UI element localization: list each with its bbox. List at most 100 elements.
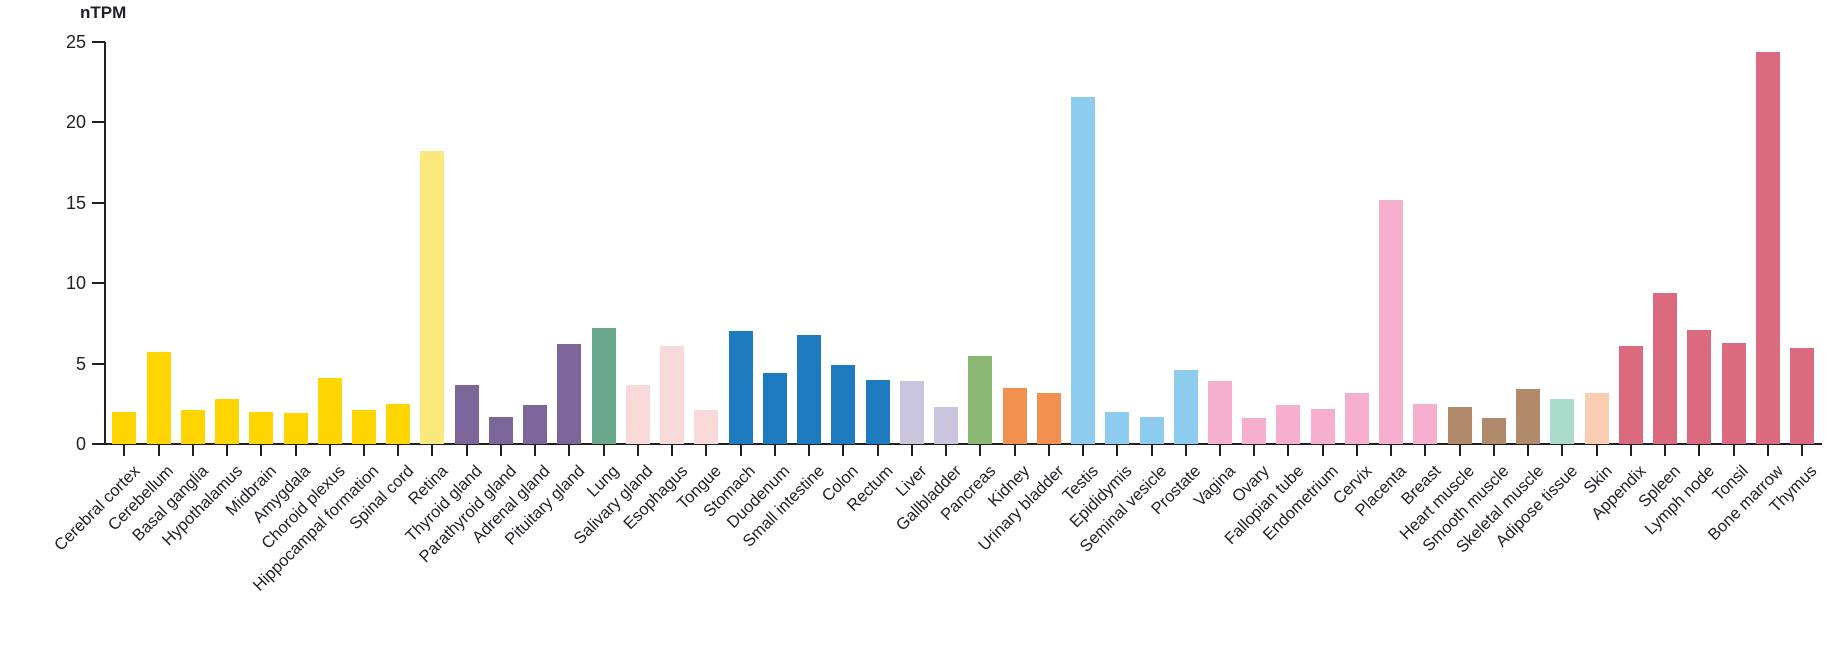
bar-salivary-gland[interactable]	[625, 384, 650, 444]
bar-hypothalamus[interactable]	[215, 398, 240, 444]
x-tick	[705, 445, 708, 456]
bar-cerebellum[interactable]	[146, 352, 171, 444]
bar-fallopian-tube[interactable]	[1276, 405, 1301, 444]
y-tick-label-15: 15	[65, 192, 86, 213]
bar-breast[interactable]	[1413, 403, 1438, 444]
y-tick	[92, 282, 105, 285]
x-tick	[568, 445, 571, 456]
bar-cervix[interactable]	[1344, 392, 1369, 444]
bar-kidney[interactable]	[1002, 387, 1027, 444]
bar-appendix[interactable]	[1618, 345, 1643, 444]
y-tick	[92, 443, 105, 445]
bar-lymph-node[interactable]	[1687, 329, 1712, 444]
x-tick	[1150, 445, 1153, 456]
x-tick	[260, 445, 263, 456]
y-tick-label-25: 25	[65, 32, 86, 52]
x-tick	[294, 445, 297, 456]
bar-colon[interactable]	[831, 365, 856, 444]
bar-ovary[interactable]	[1242, 418, 1267, 444]
x-tick	[1766, 445, 1769, 456]
bar-testis[interactable]	[1071, 96, 1096, 444]
bar-midbrain[interactable]	[249, 411, 274, 444]
x-tick	[328, 445, 331, 456]
bar-duodenum[interactable]	[762, 373, 787, 444]
x-tick	[362, 445, 365, 456]
x-tick	[1801, 445, 1804, 456]
x-tick	[431, 445, 434, 456]
x-tick	[876, 445, 879, 456]
x-tick	[1047, 445, 1050, 456]
bar-thyroid-gland[interactable]	[454, 384, 479, 444]
bar-adipose-tissue[interactable]	[1550, 398, 1575, 444]
bar-gallbladder[interactable]	[934, 407, 959, 444]
bar-prostate[interactable]	[1173, 370, 1198, 444]
x-tick	[157, 445, 160, 456]
x-tick	[910, 445, 913, 456]
x-tick	[602, 445, 605, 456]
y-axis-title: nTPM	[80, 3, 127, 22]
bar-heart-muscle[interactable]	[1447, 407, 1472, 444]
bar-epididymis[interactable]	[1105, 411, 1130, 444]
x-tick	[979, 445, 982, 456]
y-tick	[92, 41, 105, 43]
bar-small-intestine[interactable]	[797, 334, 822, 444]
x-tick	[465, 445, 468, 456]
x-tick	[1527, 445, 1530, 456]
y-tick-label-0: 0	[75, 434, 86, 454]
bar-cerebral-cortex[interactable]	[112, 411, 137, 444]
bar-stomach[interactable]	[728, 331, 753, 444]
x-tick	[1082, 445, 1085, 456]
bar-bone-marrow[interactable]	[1755, 51, 1780, 444]
x-tick	[773, 445, 776, 456]
x-tick	[1458, 445, 1461, 456]
bar-spinal-cord[interactable]	[386, 403, 411, 444]
x-tick	[1321, 445, 1324, 456]
y-tick	[92, 121, 105, 124]
bar-adrenal-gland[interactable]	[523, 405, 548, 444]
bar-thymus[interactable]	[1790, 347, 1815, 444]
bar-esophagus[interactable]	[660, 345, 685, 444]
x-tick	[945, 445, 948, 456]
bar-retina[interactable]	[420, 151, 445, 444]
x-tick	[1698, 445, 1701, 456]
y-tick	[92, 201, 105, 204]
bar-parathyroid-gland[interactable]	[488, 416, 513, 444]
x-tick	[123, 445, 126, 456]
y-tick	[92, 362, 105, 365]
x-tick	[226, 445, 229, 456]
bar-hippocampal-formation[interactable]	[351, 410, 376, 444]
bar-skeletal-muscle[interactable]	[1516, 389, 1541, 444]
bar-amygdala[interactable]	[283, 413, 308, 444]
bar-smooth-muscle[interactable]	[1481, 418, 1506, 444]
bar-liver[interactable]	[899, 381, 924, 444]
bar-spleen[interactable]	[1653, 292, 1678, 444]
x-tick	[1355, 445, 1358, 456]
bar-endometrium[interactable]	[1310, 408, 1335, 444]
bar-tonsil[interactable]	[1721, 342, 1746, 444]
bar-seminal-vesicle[interactable]	[1139, 416, 1164, 444]
bar-placenta[interactable]	[1379, 199, 1404, 444]
x-tick	[1116, 445, 1119, 456]
bar-rectum[interactable]	[865, 379, 890, 444]
bar-pancreas[interactable]	[968, 355, 993, 444]
bar-pituitary-gland[interactable]	[557, 344, 582, 444]
bar-tongue[interactable]	[694, 410, 719, 444]
x-tick	[808, 445, 811, 456]
x-tick	[1492, 445, 1495, 456]
x-tick	[842, 445, 845, 456]
bar-urinary-bladder[interactable]	[1036, 392, 1061, 444]
bar-lung[interactable]	[591, 328, 616, 444]
x-tick	[1629, 445, 1632, 456]
x-tick	[1424, 445, 1427, 456]
x-tick	[499, 445, 502, 456]
x-tick	[1664, 445, 1667, 456]
bar-skin[interactable]	[1584, 392, 1609, 444]
x-tick	[1732, 445, 1735, 456]
bar-vagina[interactable]	[1207, 381, 1232, 444]
bar-choroid-plexus[interactable]	[317, 378, 342, 444]
x-tick	[671, 445, 674, 456]
bar-basal-ganglia[interactable]	[180, 410, 205, 444]
x-tick	[1184, 445, 1187, 456]
x-tick	[397, 445, 400, 456]
